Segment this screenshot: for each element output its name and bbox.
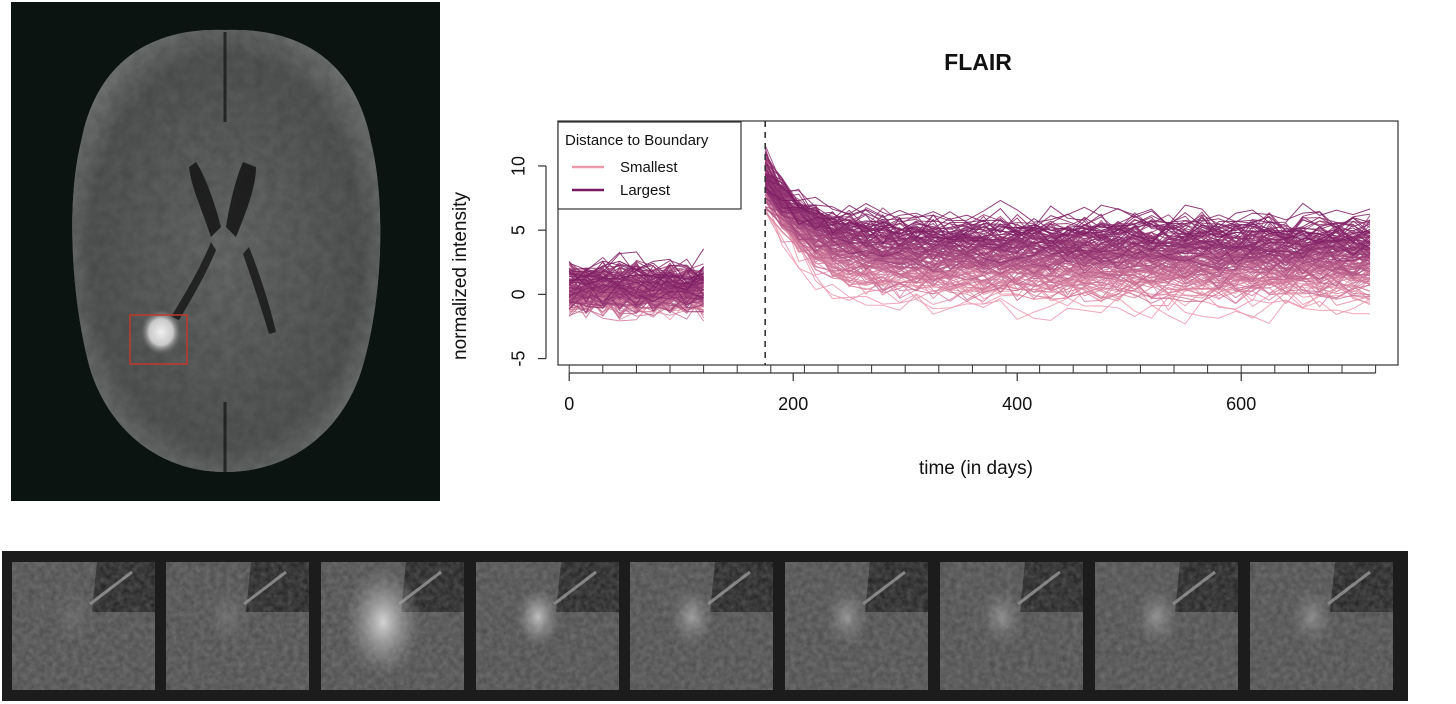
lesion-thumbnail (12, 562, 155, 690)
lesion-thumbnail (1250, 562, 1393, 690)
lesion-thumbnail (321, 562, 464, 690)
series-line (764, 168, 1371, 262)
series-line (764, 194, 1371, 325)
series-line (764, 187, 1371, 288)
series-line (764, 173, 1371, 284)
series-line (569, 266, 705, 306)
series-line (569, 275, 704, 302)
axes: 0 200 400 600 -5 0 5 10 (508, 156, 1377, 414)
series-line (568, 270, 704, 304)
series-line (569, 251, 704, 280)
series-line (764, 174, 1371, 229)
lesion-thumbnail (940, 562, 1083, 690)
y-axis-label: normalized intensity (450, 192, 471, 360)
legend-box (557, 121, 742, 210)
lesion-thumbnail (166, 562, 309, 690)
series-line (764, 191, 1371, 257)
series-line (568, 281, 704, 303)
series-line (764, 182, 1371, 243)
x-tick-label: 200 (778, 394, 808, 414)
series-line (764, 191, 1371, 265)
series-line (569, 267, 704, 287)
brain-tissue (72, 29, 381, 473)
y-tick-label: 0 (508, 289, 528, 299)
series-line (764, 176, 1371, 243)
legend-label-largest: Largest (620, 182, 671, 199)
series-line (569, 276, 705, 304)
chart-title: FLAIR (944, 49, 1012, 75)
lesion-thumbnail (630, 562, 773, 690)
lesion-hyperintensity (141, 310, 181, 354)
lesion-thumbnail (476, 562, 619, 690)
plot-frame (557, 120, 1399, 366)
legend-label-smallest: Smallest (620, 159, 678, 176)
x-tick-label: 400 (1002, 394, 1032, 414)
series-line (764, 173, 1371, 278)
series-line (568, 266, 705, 292)
legend-title: Distance to Boundary (565, 132, 709, 149)
series-line (764, 162, 1371, 248)
series-line (569, 258, 704, 284)
series-line (765, 173, 1371, 240)
series-line (764, 159, 1371, 304)
series-line (568, 272, 705, 314)
series-line (568, 285, 704, 306)
series-line (764, 188, 1371, 229)
flair-chart: FLAIR 0 200 400 600 -5 0 5 10 Distance to Bound… (448, 30, 1448, 500)
series-line (568, 284, 704, 312)
lesion-thumbnail (785, 562, 928, 690)
series-line (764, 173, 1371, 245)
series-line (764, 177, 1371, 282)
series-lines (568, 145, 1371, 325)
x-axis-label: time (in days) (919, 458, 1033, 479)
series-line (764, 191, 1371, 272)
y-tick-label: -5 (508, 351, 528, 367)
y-tick-label: 10 (508, 156, 528, 176)
series-line (764, 173, 1371, 300)
series-line (569, 267, 704, 284)
legend: Distance to Boundary Smallest Largest (557, 121, 742, 210)
y-tick-label: 5 (508, 225, 528, 235)
lesion-thumbnail (1095, 562, 1238, 690)
series-line (569, 293, 705, 322)
series-line (764, 186, 1371, 245)
mri-brain-image (11, 2, 440, 501)
roi-box (129, 314, 188, 365)
series-line (764, 212, 1371, 310)
x-tick-label: 600 (1226, 394, 1256, 414)
lesion-thumbnail-strip (2, 551, 1408, 701)
x-tick-label: 0 (564, 394, 574, 414)
